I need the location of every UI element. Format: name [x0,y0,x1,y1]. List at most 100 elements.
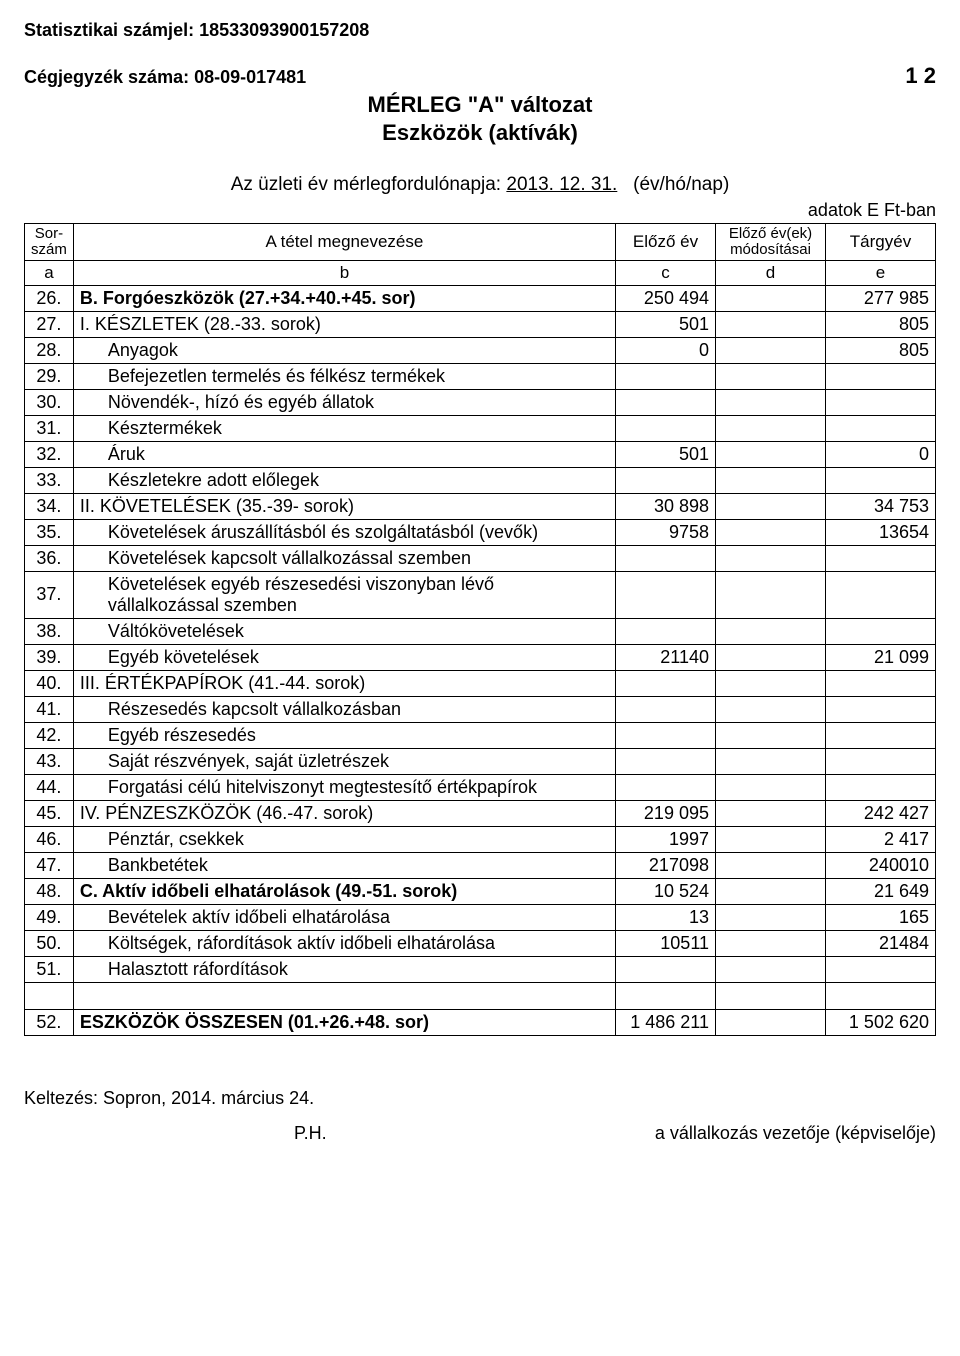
row-name: Egyéb részesedés [73,722,615,748]
row-number: 37. [25,571,74,618]
table-row: 28.Anyagok0805 [25,337,936,363]
row-prev [616,748,716,774]
footer-ph: P.H. [294,1123,327,1144]
row-prev [616,956,716,982]
row-name: C. Aktív időbeli elhatárolások (49.-51. … [73,878,615,904]
row-name: Váltókövetelések [73,618,615,644]
row-prev [616,571,716,618]
spacer-row [25,982,936,1009]
row-name: ESZKÖZÖK ÖSSZESEN (01.+26.+48. sor) [73,1009,615,1035]
row-mod [716,670,826,696]
row-name: Követelések áruszállításból és szolgálta… [73,519,615,545]
row-cur: 21 649 [826,878,936,904]
row-mod [716,852,826,878]
row-prev: 10511 [616,930,716,956]
row-prev: 21140 [616,644,716,670]
row-cur: 165 [826,904,936,930]
footer-signatory: a vállalkozás vezetője (képviselője) [655,1123,936,1144]
col-mod: Előző év(ek) módosításai [716,224,826,261]
col-sor: Sor- szám [25,224,74,261]
row-cur: 242 427 [826,800,936,826]
table-row: 52.ESZKÖZÖK ÖSSZESEN (01.+26.+48. sor)1 … [25,1009,936,1035]
table-row: 40.III. ÉRTÉKPAPÍROK (41.-44. sorok) [25,670,936,696]
table-row: 46.Pénztár, csekkek19972 417 [25,826,936,852]
row-mod [716,441,826,467]
table-row: 37.Követelések egyéb részesedési viszony… [25,571,936,618]
units-note: adatok E Ft-ban [24,200,936,221]
row-cur [826,389,936,415]
row-prev: 217098 [616,852,716,878]
row-cur [826,956,936,982]
table-row: 33.Készletekre adott előlegek [25,467,936,493]
table-row: 32.Áruk501 0 [25,441,936,467]
table-row: 50.Költségek, ráfordítások aktív időbeli… [25,930,936,956]
row-mod [716,467,826,493]
row-name: Részesedés kapcsolt vállalkozásban [73,696,615,722]
row-prev [616,389,716,415]
row-cur: 277 985 [826,285,936,311]
row-prev: 250 494 [616,285,716,311]
doc-title-2: Eszközök (aktívák) [24,119,936,147]
col-sor-2: szám [31,241,67,258]
row-name: IV. PÉNZESZKÖZÖK (46.-47. sorok) [73,800,615,826]
row-mod [716,337,826,363]
row-cur: 240010 [826,852,936,878]
row-prev: 1 486 211 [616,1009,716,1035]
row-mod [716,311,826,337]
row-name: B. Forgóeszközök (27.+34.+40.+45. sor) [73,285,615,311]
col-mod-1: Előző év(ek) [729,225,812,242]
row-name: Követelések kapcsolt vállalkozással szem… [73,545,615,571]
row-cur: 34 753 [826,493,936,519]
table-row: 29.Befejezetlen termelés és félkész term… [25,363,936,389]
footer-date: Keltezés: Sopron, 2014. március 24. [24,1088,936,1109]
table-row: 44.Forgatási célú hitelviszonyt megteste… [25,774,936,800]
row-cur [826,415,936,441]
col-d: d [716,260,826,285]
row-prev: 1997 [616,826,716,852]
row-number: 45. [25,800,74,826]
row-cur: 0 [826,441,936,467]
table-row: 26.B. Forgóeszközök (27.+34.+40.+45. sor… [25,285,936,311]
row-prev: 501 [616,441,716,467]
col-sor-1: Sor- [35,225,63,242]
row-number: 26. [25,285,74,311]
row-cur [826,774,936,800]
balance-table: Sor- szám A tétel megnevezése Előző év E… [24,223,936,1036]
row-mod [716,930,826,956]
row-prev [616,618,716,644]
row-cur: 2 417 [826,826,936,852]
row-number: 43. [25,748,74,774]
row-name: Saját részvények, saját üzletrészek [73,748,615,774]
row-number: 39. [25,644,74,670]
table-body: 26.B. Forgóeszközök (27.+34.+40.+45. sor… [25,285,936,1035]
row-cur [826,670,936,696]
stat-number: Statisztikai számjel: 18533093900157208 [24,20,936,41]
row-prev [616,415,716,441]
col-a: a [25,260,74,285]
row-cur [826,571,936,618]
row-cur [826,696,936,722]
row-cur: 21 099 [826,644,936,670]
row-number: 38. [25,618,74,644]
row-cur: 1 502 620 [826,1009,936,1035]
row-prev: 501 [616,311,716,337]
row-name: Követelések egyéb részesedési viszonyban… [73,571,615,618]
table-row: 39.Egyéb követelések2114021 099 [25,644,936,670]
table-row: 36.Követelések kapcsolt vállalkozással s… [25,545,936,571]
date-suffix: (év/hó/nap) [633,174,729,195]
doc-title-1: MÉRLEG "A" változat [24,91,936,119]
row-prev [616,722,716,748]
row-cur: 805 [826,311,936,337]
row-cur [826,467,936,493]
row-mod [716,956,826,982]
page-number: 1 2 [905,63,936,89]
row-number: 32. [25,441,74,467]
row-number: 51. [25,956,74,982]
row-prev [616,670,716,696]
row-prev: 0 [616,337,716,363]
table-row: 38.Váltókövetelések [25,618,936,644]
row-mod [716,696,826,722]
table-row: 41.Részesedés kapcsolt vállalkozásban [25,696,936,722]
row-number: 34. [25,493,74,519]
row-name: Áruk [73,441,615,467]
